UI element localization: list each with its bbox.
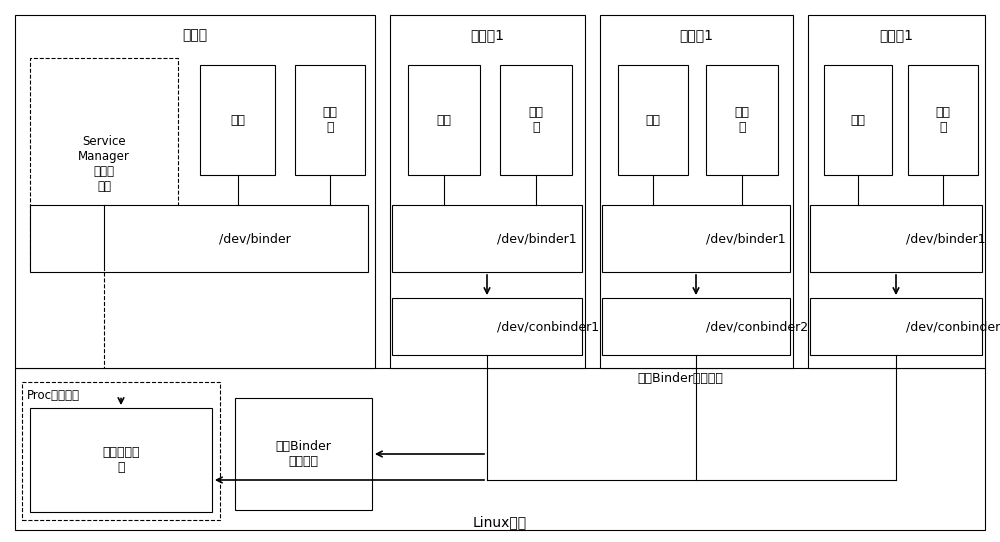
Text: 共享服务列
表: 共享服务列 表 (102, 446, 140, 474)
Bar (408, 65, 480, 175)
Text: 真实Binder
设备驱动: 真实Binder 设备驱动 (276, 440, 331, 468)
Text: Service
Manager
服务注
册表: Service Manager 服务注 册表 (78, 135, 130, 193)
Text: /dev/conbinder2: /dev/conbinder2 (706, 320, 808, 333)
Bar (824, 65, 892, 175)
Bar (200, 65, 275, 175)
Text: 客户
端: 客户 端 (322, 106, 337, 134)
Text: 客户
端: 客户 端 (734, 106, 750, 134)
Bar (600, 15, 793, 368)
Text: 服务: 服务 (436, 113, 451, 126)
Text: 虚拟Binder设备驱动: 虚拟Binder设备驱动 (637, 371, 723, 384)
Text: 宿主机: 宿主机 (182, 28, 208, 42)
Text: 虚拟机1: 虚拟机1 (880, 28, 914, 42)
Bar (15, 15, 375, 368)
Bar (15, 368, 985, 530)
Bar (30, 408, 212, 512)
Bar (392, 298, 582, 355)
Text: Linux内核: Linux内核 (473, 515, 527, 529)
Bar (602, 205, 790, 272)
Bar (602, 298, 790, 355)
Bar (908, 65, 978, 175)
Text: 客户
端: 客户 端 (936, 106, 951, 134)
Text: 服务: 服务 (646, 113, 660, 126)
Bar (30, 205, 368, 272)
Bar (808, 15, 985, 368)
Text: Proc文件系统: Proc文件系统 (27, 389, 80, 402)
Bar (618, 65, 688, 175)
Bar (810, 205, 982, 272)
Bar (235, 398, 372, 510)
Bar (390, 15, 585, 368)
Text: /dev/conbinder1: /dev/conbinder1 (497, 320, 599, 333)
Text: /dev/binder1: /dev/binder1 (906, 232, 986, 245)
Text: 服务: 服务 (850, 113, 866, 126)
Bar (810, 298, 982, 355)
Text: /dev/conbinder3: /dev/conbinder3 (906, 320, 1000, 333)
Bar (500, 65, 572, 175)
Text: /dev/binder1: /dev/binder1 (497, 232, 577, 245)
Text: 服务: 服务 (230, 113, 245, 126)
Bar (30, 58, 178, 270)
Text: /dev/binder: /dev/binder (219, 232, 291, 245)
Bar (22, 382, 220, 520)
Text: 虚拟机1: 虚拟机1 (471, 28, 505, 42)
Text: /dev/binder1: /dev/binder1 (706, 232, 786, 245)
Bar (392, 205, 582, 272)
Text: 客户
端: 客户 端 (528, 106, 544, 134)
Bar (295, 65, 365, 175)
Bar (706, 65, 778, 175)
Text: 虚拟机1: 虚拟机1 (680, 28, 714, 42)
